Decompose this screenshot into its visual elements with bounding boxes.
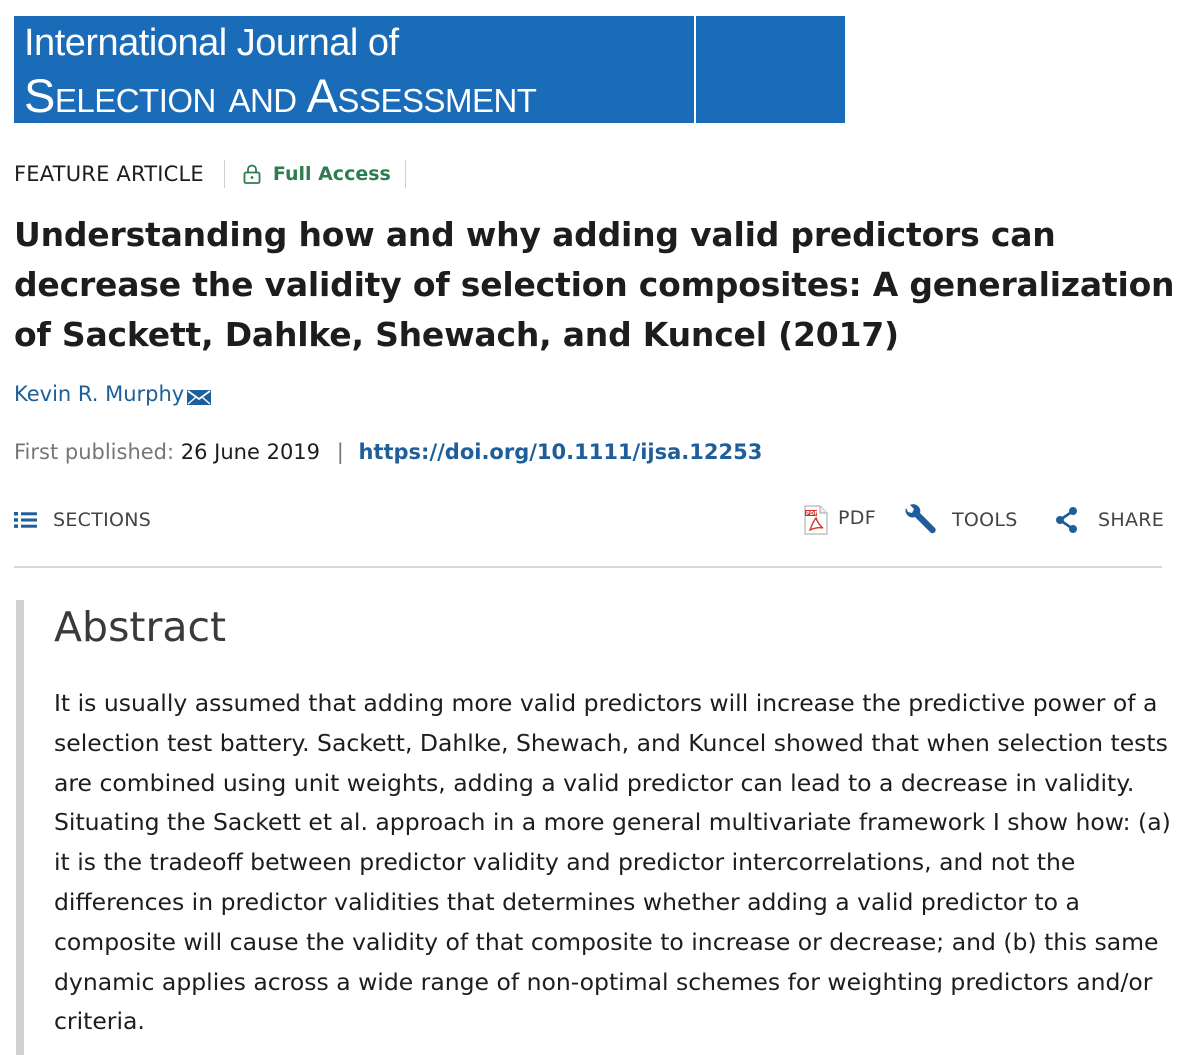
author-link[interactable]: Kevin R. Murphy bbox=[14, 382, 185, 406]
tools-label: TOOLS bbox=[952, 509, 1018, 531]
journal-title-line1: International Journal of bbox=[24, 22, 399, 64]
list-icon bbox=[14, 512, 37, 528]
sections-button[interactable]: SECTIONS bbox=[14, 500, 151, 540]
author-row: Kevin R. Murphy bbox=[14, 382, 212, 406]
wrench-icon bbox=[905, 504, 936, 534]
share-button[interactable]: SHARE bbox=[1052, 500, 1164, 540]
published-date: 26 June 2019 bbox=[180, 440, 321, 464]
journal-banner[interactable]: International Journal of Selection and A… bbox=[14, 16, 845, 123]
pdf-icon: PDF bbox=[804, 505, 828, 535]
share-label: SHARE bbox=[1098, 509, 1165, 531]
tools-button[interactable]: TOOLS bbox=[904, 500, 1018, 540]
toolbar-divider bbox=[14, 566, 1162, 568]
doi-link[interactable]: https://doi.org/10.1111/ijsa.12253 bbox=[358, 440, 763, 464]
abstract-heading: Abstract bbox=[54, 603, 227, 651]
access-badge: Full Access bbox=[272, 163, 391, 185]
abstract-section: Abstract It is usually assumed that addi… bbox=[16, 600, 1200, 1055]
article-toolbar: SECTIONS PDF PDF TOOLS SHARE bbox=[14, 500, 1164, 540]
article-type: FEATURE ARTICLE bbox=[14, 162, 204, 186]
abstract-text: It is usually assumed that adding more v… bbox=[54, 689, 1171, 1036]
article-title: Understanding how and why adding valid p… bbox=[14, 215, 1175, 354]
lock-icon bbox=[243, 164, 261, 184]
share-icon bbox=[1056, 507, 1077, 533]
svg-text:PDF: PDF bbox=[806, 511, 818, 517]
publication-info: First published: 26 June 2019 | https://… bbox=[14, 440, 762, 464]
banner-divider bbox=[694, 16, 696, 123]
journal-title-line2: Selection and Assessment bbox=[24, 69, 537, 122]
pdf-button[interactable]: PDF PDF bbox=[804, 500, 876, 540]
meta-divider-end bbox=[404, 160, 406, 188]
article-meta-row: FEATURE ARTICLE Full Access bbox=[14, 158, 406, 190]
pdf-label: PDF bbox=[838, 507, 876, 529]
publication-separator: | bbox=[336, 440, 344, 464]
meta-divider bbox=[223, 160, 225, 188]
published-label: First published: bbox=[14, 440, 175, 464]
sections-label: SECTIONS bbox=[53, 509, 152, 531]
envelope-icon[interactable] bbox=[187, 388, 212, 406]
